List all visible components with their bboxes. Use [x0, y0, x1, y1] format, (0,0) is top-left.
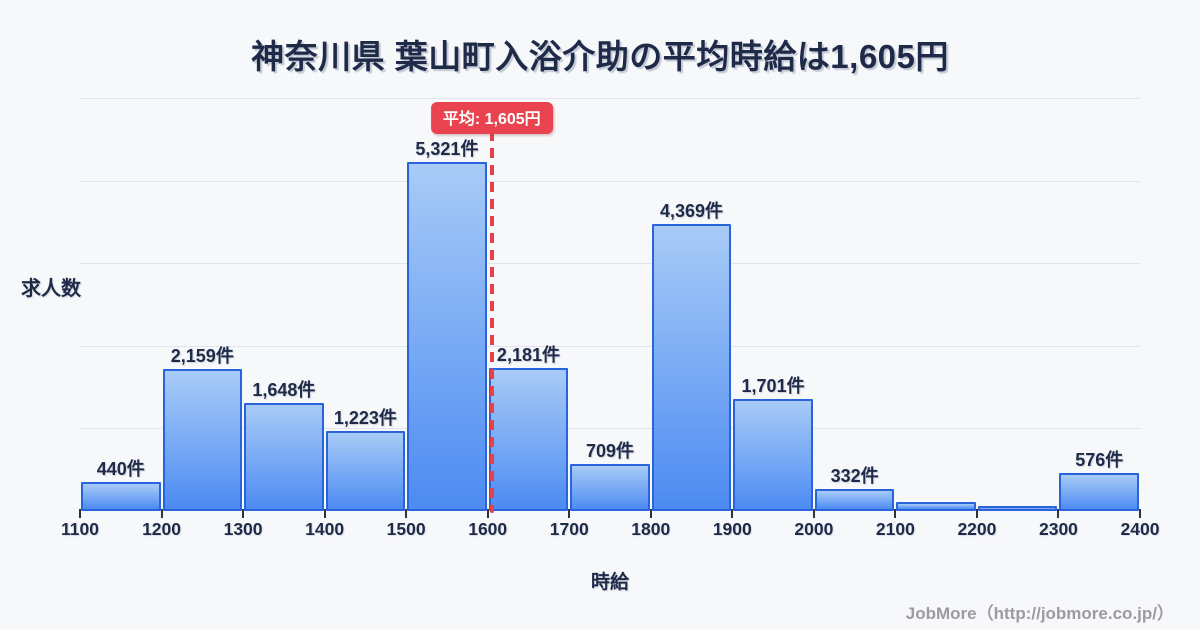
x-tick-label: 1900 — [712, 519, 752, 539]
x-tick-label: 1700 — [549, 519, 589, 539]
histogram-bar — [81, 482, 161, 511]
x-tick-label: 2100 — [875, 519, 915, 539]
histogram-bar — [570, 464, 650, 511]
chart-title: 神奈川県 葉山町入浴介助の平均時給は1,605円 — [251, 38, 949, 75]
x-axis-tick — [405, 509, 408, 518]
bar-value-label: 1,223件 — [333, 407, 397, 428]
x-axis-tick — [731, 509, 734, 518]
horizontal-gridline — [80, 180, 1140, 182]
x-tick-label: 1400 — [305, 519, 345, 539]
x-axis-tick — [812, 509, 815, 518]
histogram-bar — [488, 367, 569, 511]
footer-credit: JobMore（http://jobmore.co.jp/） — [905, 604, 1174, 623]
horizontal-gridline — [80, 428, 1140, 430]
histogram-bar — [896, 501, 976, 511]
x-axis-tick — [1139, 509, 1141, 518]
bar-value-label: 332件 — [830, 466, 879, 487]
histogram-bar — [814, 489, 895, 511]
histogram-bar — [325, 430, 406, 511]
histogram-bar — [1059, 473, 1139, 511]
horizontal-gridline — [80, 263, 1140, 265]
x-tick-label: 1200 — [142, 519, 181, 539]
x-axis-label: 時給 — [590, 572, 629, 593]
bar-value-label: 440件 — [96, 459, 145, 480]
x-axis-tick — [486, 509, 489, 518]
histogram-bar — [651, 224, 732, 511]
x-axis-tick — [568, 509, 571, 518]
bar-value-label: 576件 — [1075, 450, 1124, 471]
x-tick-label: 2400 — [1120, 519, 1160, 539]
average-line — [489, 131, 494, 513]
x-tick-label: 1300 — [223, 519, 263, 539]
horizontal-gridline — [80, 345, 1140, 347]
x-tick-label: 2000 — [794, 519, 834, 539]
horizontal-gridline — [80, 98, 1140, 99]
x-axis-tick — [649, 509, 652, 518]
histogram-bar — [407, 161, 487, 511]
x-tick-label: 2300 — [1038, 519, 1078, 539]
bar-value-label: 4,369件 — [660, 201, 724, 222]
average-badge: 平均: 1,605円 — [430, 102, 553, 134]
x-axis-tick — [160, 509, 163, 518]
x-tick-label: 1500 — [386, 519, 426, 539]
bar-value-label: 709件 — [585, 441, 635, 462]
x-tick-label: 1100 — [61, 519, 99, 539]
x-axis-tick — [79, 509, 81, 518]
x-tick-label: 2200 — [957, 519, 997, 539]
x-axis-tick — [1057, 509, 1060, 518]
histogram-bar — [244, 402, 324, 511]
x-tick-label: 1600 — [468, 519, 508, 539]
x-axis-tick — [242, 509, 245, 518]
bar-value-label: 2,159件 — [170, 346, 234, 367]
bar-value-label: 1,701件 — [741, 376, 805, 397]
histogram-bar — [977, 506, 1058, 511]
x-axis-tick — [975, 509, 978, 518]
y-axis-label: 求人数 — [21, 278, 81, 300]
x-tick-label: 1800 — [631, 519, 671, 539]
bar-value-label: 2,181件 — [496, 344, 560, 365]
histogram-bar — [733, 399, 813, 511]
x-axis-tick — [894, 509, 897, 518]
x-axis-tick — [323, 509, 326, 518]
bar-value-label: 1,648件 — [252, 379, 316, 400]
histogram-bar — [162, 369, 243, 511]
bar-value-label: 5,321件 — [415, 138, 479, 159]
